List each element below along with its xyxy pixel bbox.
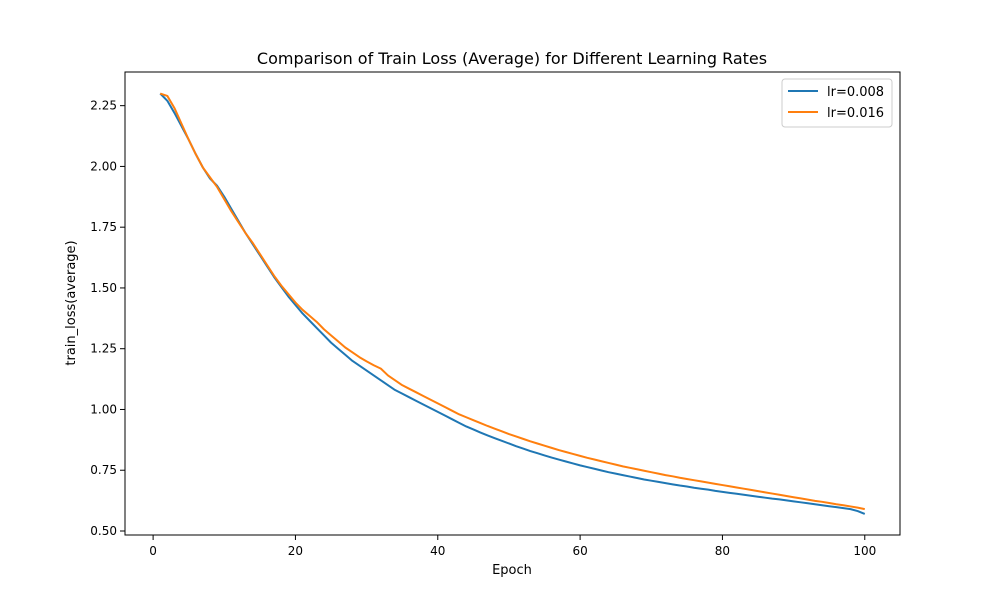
series-layer bbox=[159, 92, 866, 515]
y-tick-label: 0.75 bbox=[90, 463, 117, 477]
y-tick-label: 1.00 bbox=[90, 402, 117, 416]
legend-label-lr-0016: lr=0.016 bbox=[827, 106, 884, 121]
y-tick-label: 0.50 bbox=[90, 524, 117, 538]
y-tick-label: 1.50 bbox=[90, 281, 117, 295]
legend-label-lr-0008: lr=0.008 bbox=[827, 85, 884, 100]
plot-area bbox=[125, 72, 900, 535]
plot-frame bbox=[124, 71, 901, 536]
x-tick-label: 100 bbox=[853, 544, 876, 558]
x-axis-label: Epoch bbox=[492, 563, 532, 578]
x-tick-label: 60 bbox=[572, 544, 587, 558]
y-tick-label: 1.75 bbox=[90, 220, 117, 234]
y-tick-label: 2.25 bbox=[90, 99, 117, 113]
x-tick-label: 40 bbox=[430, 544, 445, 558]
legend: lr=0.008 lr=0.016 bbox=[781, 78, 893, 128]
ticks-layer: 0 20 40 60 80 100 0.50 0.75 1.00 1.25 1.50 1.75 2.00… bbox=[90, 99, 876, 558]
y-axis-label: train_loss(average) bbox=[64, 240, 79, 365]
x-tick-label: 0 bbox=[149, 544, 157, 558]
y-tick-label: 1.25 bbox=[90, 342, 117, 356]
y-tick-label: 2.00 bbox=[90, 159, 117, 173]
chart-title: Comparison of Train Loss (Average) for D… bbox=[257, 49, 767, 68]
x-tick-label: 20 bbox=[288, 544, 303, 558]
series-line-lr-0-016 bbox=[159, 92, 865, 511]
x-tick-label: 80 bbox=[715, 544, 730, 558]
